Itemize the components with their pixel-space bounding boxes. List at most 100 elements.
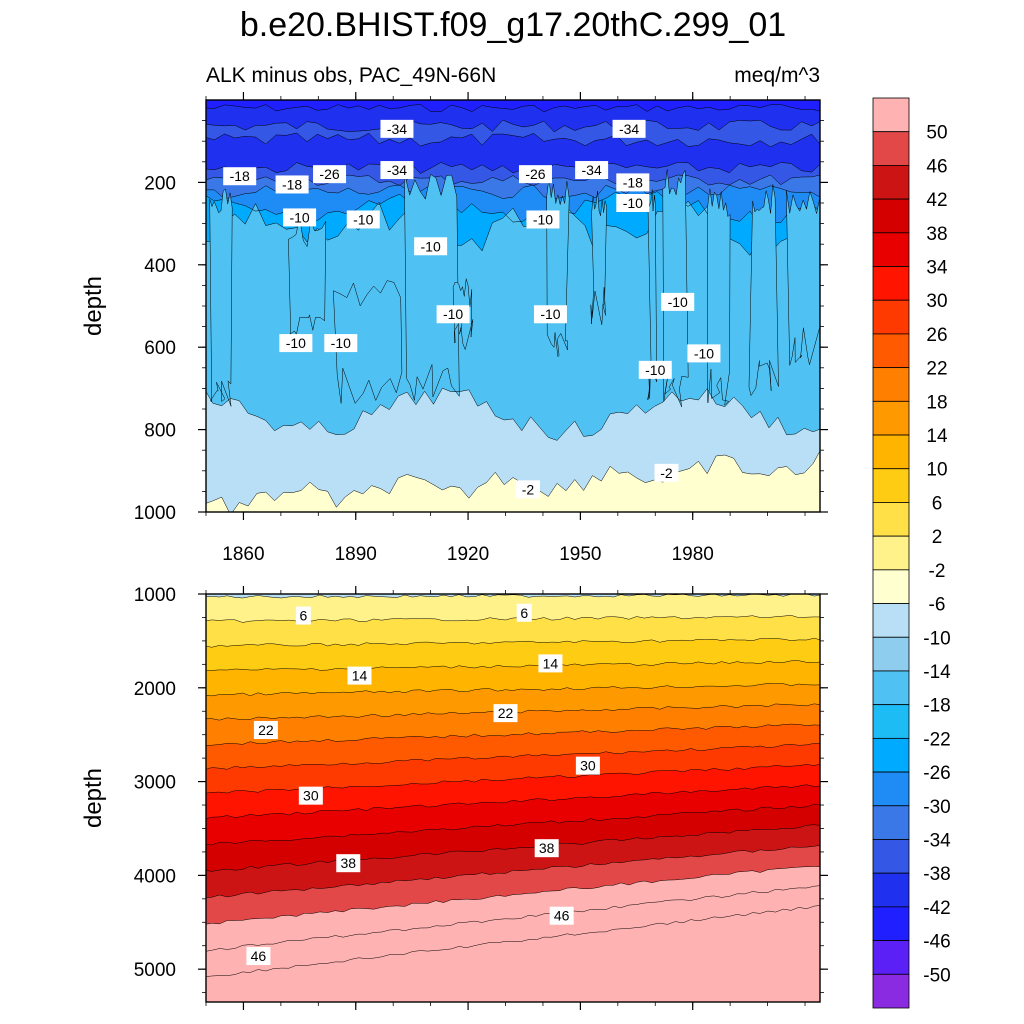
svg-text:-34: -34 bbox=[619, 121, 639, 137]
bottom-panel: 6 6 14 14 22 22 30 30 38 38 46 46 1000 2000 3000 4000 5… bbox=[80, 585, 828, 1010]
x-tick-label: 1980 bbox=[672, 544, 714, 565]
colorbar-swatch bbox=[872, 973, 910, 1009]
top-contour-lines bbox=[206, 104, 820, 512]
svg-text:-34: -34 bbox=[582, 162, 602, 178]
colorbar-swatch bbox=[872, 569, 910, 604]
colorbar-label: -26 bbox=[923, 763, 950, 784]
colorbar-label: 38 bbox=[926, 224, 947, 245]
svg-text:-10: -10 bbox=[331, 335, 351, 351]
svg-text:22: 22 bbox=[498, 705, 514, 721]
top-contour-label: -10 bbox=[687, 344, 721, 363]
svg-text:-10: -10 bbox=[668, 294, 688, 310]
bottom-contour-label: 38 bbox=[336, 854, 361, 873]
bottom-contour-label: 46 bbox=[549, 906, 574, 925]
svg-text:-18: -18 bbox=[230, 168, 250, 184]
colorbar-swatch bbox=[872, 299, 910, 335]
top-panel-units: meq/m^3 bbox=[734, 64, 820, 87]
colorbar-swatch bbox=[872, 872, 910, 908]
colorbar-swatch bbox=[872, 165, 910, 200]
y-tick-label: 1000 bbox=[134, 585, 176, 606]
svg-text:-10: -10 bbox=[623, 195, 643, 211]
top-contour-label: -34 bbox=[380, 161, 414, 180]
y-tick-label: 200 bbox=[144, 173, 176, 194]
top-contour-label: -10 bbox=[324, 334, 358, 353]
y-tick-label: 800 bbox=[144, 421, 176, 442]
svg-text:46: 46 bbox=[554, 908, 570, 924]
top-contour-label: -26 bbox=[518, 165, 552, 184]
colorbar-swatch bbox=[872, 535, 910, 571]
svg-text:-26: -26 bbox=[525, 166, 545, 182]
bottom-contour-label: 46 bbox=[246, 947, 271, 966]
colorbar-label: 18 bbox=[926, 392, 947, 413]
y-tick-label: 5000 bbox=[134, 960, 176, 981]
y-tick-label: 400 bbox=[144, 256, 176, 277]
top-panel: ALK minus obs, PAC_49N-66N meq/m^3 -34 -3… bbox=[80, 64, 828, 565]
colorbar-label: 6 bbox=[932, 493, 943, 514]
svg-text:30: 30 bbox=[303, 788, 319, 804]
svg-text:-10: -10 bbox=[645, 362, 665, 378]
top-contour-label: -18 bbox=[223, 167, 257, 186]
top-contour-label: -26 bbox=[313, 165, 347, 184]
colorbar-label: 14 bbox=[926, 426, 948, 447]
colorbar-label: -50 bbox=[923, 965, 950, 986]
top-contour-label: -10 bbox=[526, 210, 560, 229]
bottom-contour-label: 30 bbox=[298, 786, 323, 805]
colorbar-swatch bbox=[872, 771, 910, 807]
y-tick-label: 2000 bbox=[134, 679, 176, 700]
svg-text:-10: -10 bbox=[289, 209, 309, 225]
top-contour-label: -10 bbox=[533, 305, 567, 324]
colorbar-label: 22 bbox=[926, 359, 947, 380]
top-contour-label: -18 bbox=[275, 175, 309, 194]
x-tick-label: 1860 bbox=[222, 544, 264, 565]
colorbar-swatch bbox=[872, 468, 910, 503]
bottom-contour-label: 22 bbox=[493, 704, 518, 723]
colorbar-swatch bbox=[872, 232, 910, 267]
top-contour-label: -10 bbox=[436, 305, 470, 324]
colorbar-swatch bbox=[872, 670, 910, 706]
top-axes: 200 400 600 800 1000 1860 1890 1920 1950 1980 bbox=[134, 92, 828, 565]
svg-text:6: 6 bbox=[299, 608, 307, 624]
svg-text:6: 6 bbox=[520, 605, 528, 621]
svg-text:-2: -2 bbox=[660, 465, 673, 481]
colorbar-swatch bbox=[872, 97, 910, 133]
top-contour-label: -34 bbox=[380, 119, 414, 138]
colorbar-swatch bbox=[872, 434, 910, 470]
colorbar-label: -2 bbox=[929, 561, 946, 582]
svg-text:-18: -18 bbox=[623, 174, 643, 190]
svg-text:-10: -10 bbox=[286, 335, 306, 351]
bottom-contour-label: 30 bbox=[575, 756, 600, 775]
colorbar-label: 46 bbox=[926, 156, 947, 177]
y-tick-label: 1000 bbox=[134, 503, 176, 524]
bottom-contour-label: 14 bbox=[347, 666, 372, 685]
svg-text:30: 30 bbox=[580, 758, 596, 774]
colorbar-label: -34 bbox=[923, 830, 951, 851]
colorbar-swatch bbox=[872, 603, 910, 638]
colorbar-swatch bbox=[872, 704, 910, 739]
colorbar-swatch bbox=[872, 333, 910, 369]
top-panel-title: ALK minus obs, PAC_49N-66N bbox=[206, 64, 496, 87]
x-tick-label: 1950 bbox=[559, 544, 601, 565]
svg-text:-34: -34 bbox=[387, 162, 407, 178]
colorbar-swatch bbox=[872, 636, 910, 672]
top-contour-label: -2 bbox=[515, 480, 540, 499]
colorbar-swatch bbox=[872, 805, 910, 840]
svg-text:14: 14 bbox=[352, 668, 368, 684]
bottom-contour-label: 6 bbox=[516, 603, 532, 622]
bottom-contour-label: 6 bbox=[295, 606, 311, 625]
colorbar-label: 50 bbox=[926, 123, 947, 144]
colorbar-label: -42 bbox=[923, 898, 950, 919]
y-tick-label: 600 bbox=[144, 338, 176, 359]
svg-text:-10: -10 bbox=[694, 345, 714, 361]
y-tick-label: 3000 bbox=[134, 773, 176, 794]
top-contour-labels: -34 -34 -34 -34 -26 -26 -18 -18 -18 -10 -10 -10 -10 -… bbox=[223, 119, 721, 499]
top-contour-label: -10 bbox=[661, 292, 695, 311]
svg-text:-18: -18 bbox=[282, 176, 302, 192]
bottom-ylabel: depth bbox=[80, 768, 107, 828]
colorbar-label: 34 bbox=[926, 258, 948, 279]
figure-title: b.e20.BHIST.f09_g17.20thC.299_01 bbox=[240, 6, 786, 44]
svg-text:-10: -10 bbox=[533, 211, 553, 227]
colorbar-label: 2 bbox=[932, 527, 943, 548]
colorbar-label: 30 bbox=[926, 291, 947, 312]
colorbar-swatch bbox=[872, 940, 910, 975]
top-contour-label: -18 bbox=[616, 173, 650, 192]
